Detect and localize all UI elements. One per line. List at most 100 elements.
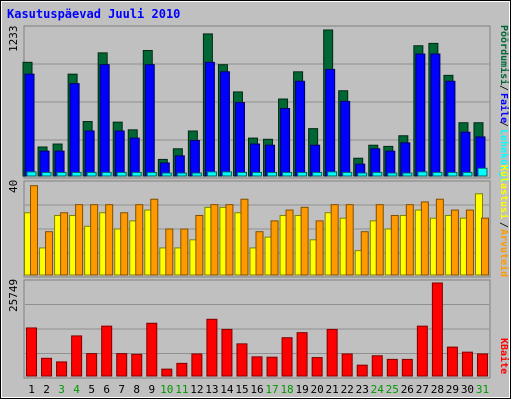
bar-lehekülgi-day-3 [56,171,67,177]
bar-lehekülgi-day-11 [176,172,187,177]
bar-sites-day-16 [255,231,264,276]
bar-sites-day-20 [315,220,324,276]
panel-top-bars [22,29,488,177]
x-tick-label: 13 [205,383,218,396]
bar-sites-day-30 [465,209,474,276]
bar-kbytes-day-29 [446,346,458,377]
bar-faile-day-5 [84,130,95,177]
bar-faile-day-21 [325,68,336,177]
bar-lehekülgi-day-24 [372,171,383,177]
x-tick-label: 18 [280,383,293,396]
x-tick-label: 19 [295,383,308,396]
bar-lehekülgi-day-27 [417,171,428,177]
bar-faile-day-30 [460,131,471,177]
legend-pages: Lehekülgi [498,129,510,183]
bar-faile-day-13 [204,61,215,177]
panel-bottom-bars [26,282,488,377]
x-tick-label: 12 [190,383,203,396]
bar-faile-day-24 [370,148,381,177]
bar-kbytes-day-12 [191,353,203,377]
bar-lehekülgi-day-10 [161,172,172,177]
x-tick-label: 3 [58,383,65,396]
bar-sites-day-17 [270,220,279,276]
bar-sites-day-14 [225,204,234,276]
bar-sites-day-21 [330,204,339,276]
bar-kbytes-day-3 [56,361,68,377]
bar-sites-day-23 [360,231,369,276]
x-tick-label: 5 [88,383,95,396]
bar-lehekülgi-day-15 [236,171,247,177]
bar-sites-day-1 [30,185,39,276]
bar-lehekülgi-day-6 [101,171,112,177]
bar-lehekülgi-day-2 [41,171,52,177]
bar-kbytes-day-9 [146,322,158,377]
bar-kbytes-day-21 [326,328,338,377]
bar-kbytes-day-8 [131,353,143,377]
bar-kbytes-day-30 [461,351,473,377]
bar-faile-day-22 [340,100,351,177]
bar-lehekülgi-day-23 [357,172,368,177]
x-tick-label: 9 [148,383,155,396]
bar-lehekülgi-day-1 [26,171,37,177]
bar-sites-day-29 [450,209,459,276]
legend-sites: Arvuteid [498,229,510,277]
bar-faile-day-27 [415,53,426,177]
bar-sites-day-27 [420,201,429,276]
bar-sites-day-19 [300,206,309,276]
bar-sites-day-22 [345,204,354,276]
x-tick-label: 7 [118,383,125,396]
bar-kbytes-day-4 [71,335,83,377]
legend-separator: / [498,222,509,228]
legend-kbytes: KBaite [498,338,510,374]
bar-kbytes-day-20 [311,357,323,377]
bar-kbytes-day-28 [431,282,443,377]
bar-faile-day-7 [114,130,125,177]
x-tick-label: 30 [461,383,474,396]
bar-kbytes-day-15 [236,343,248,377]
bar-faile-day-19 [295,80,306,177]
bar-kbytes-day-6 [101,325,113,377]
panel-middle-ymax-label: 40 [7,180,20,193]
bar-faile-day-25 [385,150,396,177]
bar-faile-day-1 [24,73,35,177]
bar-lehekülgi-day-16 [252,171,262,177]
x-tick-label: 14 [220,383,234,396]
bar-lehekülgi-day-8 [131,171,142,177]
bar-sites-day-25 [390,214,399,276]
bar-lehekülgi-day-26 [402,172,413,177]
chart-frame-highlight [1,1,510,398]
bar-sites-day-10 [165,228,174,276]
bar-kbytes-day-7 [116,353,128,377]
chart-title: Kasutuspäevad Juuli 2010 [7,7,180,21]
bar-sites-day-7 [120,212,129,276]
bar-faile-day-26 [400,142,411,177]
bar-sites-day-12 [195,214,204,276]
bar-sites-day-4 [75,204,84,276]
bar-lehekülgi-day-20 [312,171,323,177]
bar-sites-day-15 [240,198,249,276]
x-tick-label: 1 [28,383,35,396]
bar-sites-day-26 [405,204,414,276]
bar-lehekülgi-day-25 [387,172,398,177]
bar-kbytes-day-10 [161,368,173,377]
panel-bottom: 25749 KBaite [7,279,510,379]
x-tick-label: 26 [401,383,414,396]
legend-separator: / [498,85,509,91]
legend-hits: Pöördumisi [498,25,510,85]
bar-sites-day-13 [210,204,219,276]
bar-lehekülgi-day-19 [297,171,308,177]
bar-lehekülgi-day-28 [432,171,443,177]
bar-lehekülgi-day-13 [206,171,217,177]
x-tick-label: 27 [416,383,429,396]
bar-kbytes-day-19 [296,332,308,377]
bar-kbytes-day-1 [26,327,38,377]
bar-sites-day-18 [285,209,294,276]
bar-kbytes-day-31 [476,353,488,377]
bar-lehekülgi-day-31 [477,167,488,177]
panel-top-ymax-label: 1233 [7,26,20,53]
bar-kbytes-day-23 [356,364,368,377]
bar-faile-day-20 [310,144,321,177]
bar-lehekülgi-day-21 [327,171,338,177]
bar-faile-day-4 [69,83,80,177]
